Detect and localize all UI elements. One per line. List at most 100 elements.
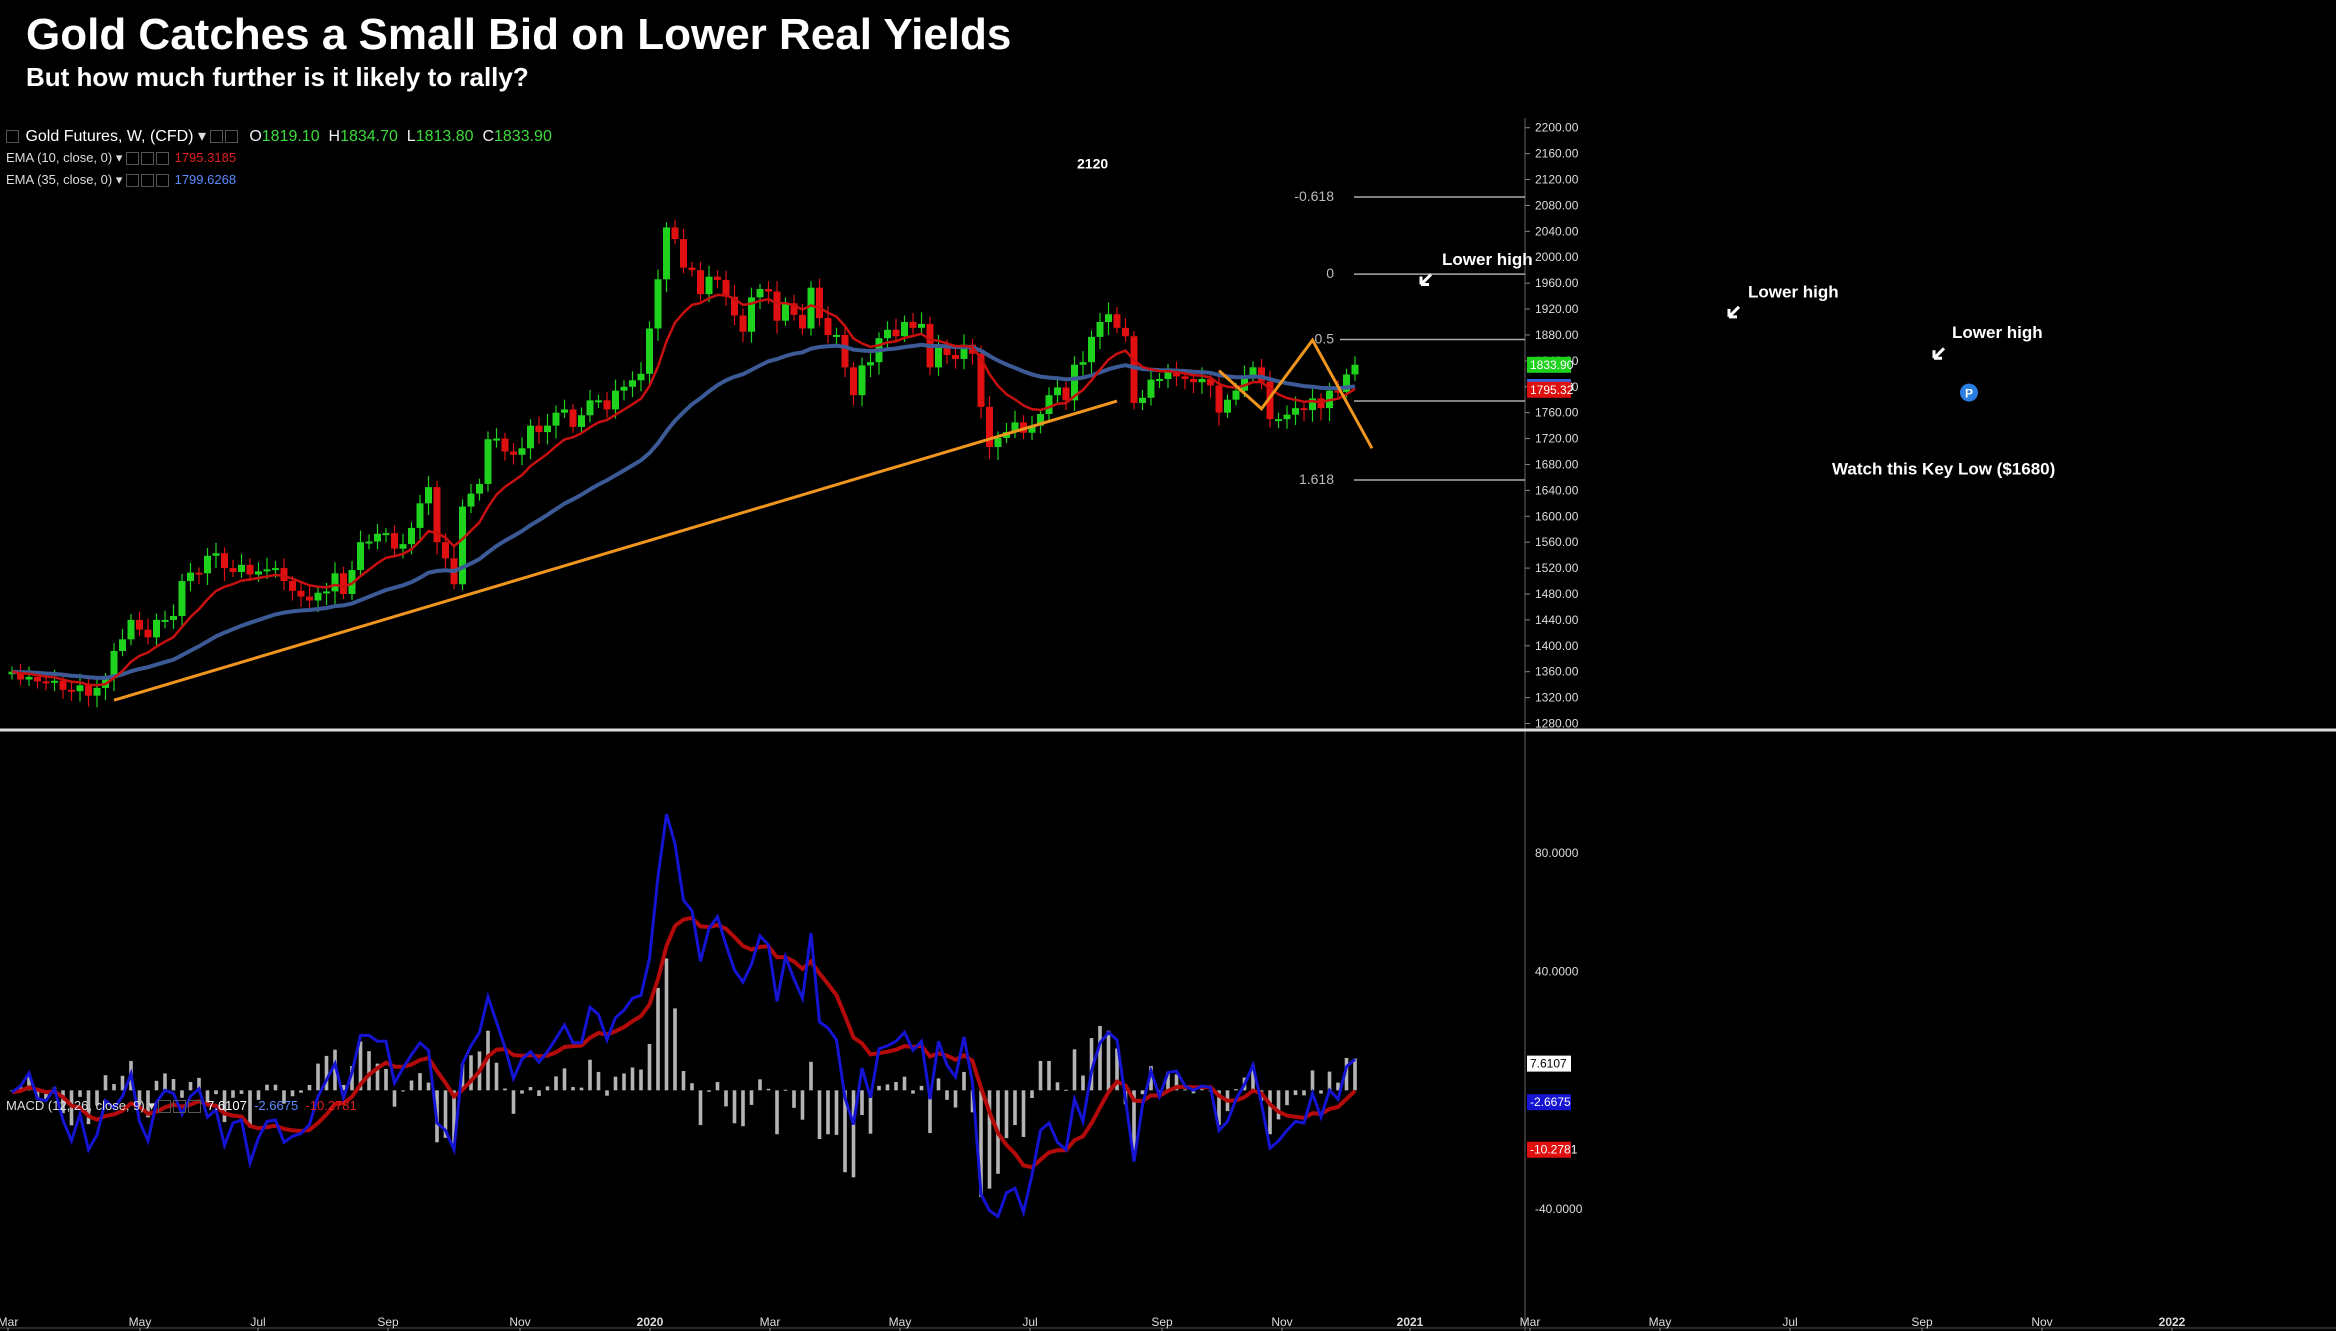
candle-body	[918, 323, 925, 328]
close-icon[interactable]	[155, 174, 169, 188]
histogram-bar	[443, 1090, 448, 1138]
histogram-bar	[758, 1079, 762, 1091]
candle-body	[374, 533, 381, 542]
candle-body	[399, 544, 407, 549]
fib-label: 0	[1326, 265, 1334, 281]
histogram-bar	[1310, 1070, 1315, 1091]
histogram-bar	[1021, 1090, 1026, 1137]
histogram-bar	[180, 1090, 184, 1098]
settings-icon[interactable]	[173, 1100, 187, 1114]
eye-icon[interactable]	[125, 152, 139, 166]
macd-tick-label: 80.0000	[1535, 846, 1579, 860]
histogram-bar	[392, 1090, 397, 1107]
price-tag-text: 1833.90	[1530, 358, 1574, 372]
candle-body	[484, 439, 492, 484]
candle-body	[246, 564, 254, 575]
chevron-down-icon[interactable]: ▾	[197, 128, 206, 145]
candle-body	[1028, 425, 1036, 433]
macd-legend[interactable]: MACD (12, 26, close, 9) ▾ 7.6107 -2.6675…	[6, 1098, 357, 1114]
time-label: 2020	[637, 1315, 664, 1329]
price-axis[interactable]: 2200.00 2160.00 2120.00 2080.00 2040.00 2000.…	[1525, 121, 1579, 731]
histogram-bar	[639, 1069, 643, 1091]
histogram-bar	[171, 1079, 176, 1091]
time-label: Jul	[1782, 1315, 1797, 1329]
histogram-bar	[1319, 1090, 1323, 1094]
candle-body	[1351, 364, 1359, 375]
candle-body	[960, 344, 968, 359]
settings-icon[interactable]	[140, 152, 154, 166]
histogram-bar	[154, 1080, 159, 1091]
candle-body	[416, 503, 424, 528]
price-tick-label: 2080.00	[1535, 198, 1579, 212]
candle-body	[1198, 378, 1206, 383]
histogram-bar	[588, 1059, 592, 1091]
candle-body	[654, 279, 662, 329]
candle-body	[221, 553, 228, 569]
candle-body	[1147, 379, 1155, 398]
time-label: Mar	[0, 1315, 18, 1329]
instrument-legend[interactable]: Gold Futures, W, (CFD) ▾ O1819.10 H1834.…	[6, 126, 552, 146]
time-label: Mar	[1520, 1315, 1541, 1329]
candle-body	[603, 400, 611, 410]
candle-body	[1130, 336, 1138, 403]
candle-body	[816, 287, 823, 319]
time-label: May	[129, 1315, 152, 1329]
time-label: Nov	[509, 1315, 530, 1329]
histogram-bar	[324, 1055, 329, 1091]
projection-path	[1217, 337, 1374, 450]
price-tick-label: 1680.00	[1535, 457, 1579, 471]
histogram-bar	[350, 1065, 354, 1091]
settings-icon[interactable]	[140, 174, 154, 188]
histogram-bar	[188, 1082, 193, 1091]
candle-body	[187, 572, 194, 582]
macd-signal-value: -10.2781	[305, 1098, 357, 1113]
close-icon[interactable]	[155, 152, 169, 166]
close-icon[interactable]	[188, 1100, 202, 1114]
histogram-bar	[860, 1090, 864, 1115]
histogram-bar	[1132, 1090, 1136, 1152]
ema35-legend[interactable]: EMA (35, close, 0) ▾ 1799.6268	[6, 172, 237, 188]
candle-body	[620, 386, 628, 391]
histogram-bar	[877, 1085, 881, 1091]
candle-body	[578, 415, 585, 427]
candle-body	[1292, 408, 1299, 415]
histogram-bar	[1336, 1082, 1340, 1091]
histogram-bar	[613, 1076, 618, 1091]
ema10-legend[interactable]: EMA (10, close, 0) ▾ 1795.3185	[6, 150, 237, 166]
lower-high-label: Lower high	[1442, 250, 1533, 269]
candle-body	[773, 291, 781, 321]
candle-body	[510, 451, 517, 455]
candle-body	[1045, 395, 1053, 414]
eye-icon[interactable]	[125, 174, 139, 188]
macd-tick-label: 40.0000	[1535, 965, 1579, 979]
histogram-bar	[1251, 1064, 1255, 1091]
candle-body	[1190, 378, 1197, 383]
price-tag	[1527, 356, 1571, 373]
histogram-bar	[902, 1076, 907, 1091]
settings-icon[interactable]	[225, 130, 239, 144]
price-tag	[1527, 381, 1571, 398]
candle-body	[433, 487, 441, 543]
candle-body	[1164, 372, 1172, 379]
histogram-bar	[817, 1090, 822, 1140]
candle-body	[1224, 399, 1231, 413]
candle-body	[671, 227, 679, 240]
price-tick-label: 2200.00	[1535, 121, 1579, 135]
histogram-bar	[86, 1090, 91, 1125]
eye-icon[interactable]	[158, 1100, 172, 1114]
histogram-bar	[27, 1076, 31, 1091]
time-axis[interactable]: Mar May Jul Sep Nov 2020 Mar May Jul Sep Nov 2021 Ma…	[0, 1315, 2186, 1331]
high-label: H	[328, 128, 341, 145]
histogram-bar	[936, 1078, 941, 1091]
ema10-line	[11, 293, 1356, 687]
histogram-bar	[681, 1071, 686, 1091]
histogram-bar	[103, 1075, 108, 1091]
eye-icon[interactable]	[210, 130, 224, 144]
histogram-bar	[256, 1090, 261, 1100]
time-label: Sep	[1151, 1315, 1173, 1329]
candle-body	[935, 344, 942, 368]
collapse-icon[interactable]	[6, 130, 19, 144]
candle-body	[459, 506, 466, 585]
histogram-bar	[231, 1090, 235, 1098]
